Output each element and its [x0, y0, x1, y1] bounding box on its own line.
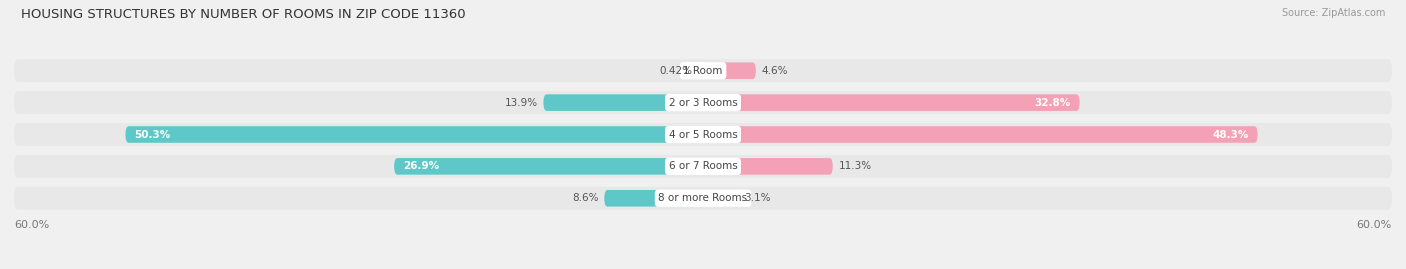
Text: 26.9%: 26.9% [404, 161, 440, 171]
Text: 48.3%: 48.3% [1212, 129, 1249, 140]
FancyBboxPatch shape [703, 62, 756, 79]
FancyBboxPatch shape [14, 59, 1392, 82]
Text: 50.3%: 50.3% [135, 129, 172, 140]
Text: 11.3%: 11.3% [838, 161, 872, 171]
Text: Source: ZipAtlas.com: Source: ZipAtlas.com [1281, 8, 1385, 18]
FancyBboxPatch shape [14, 91, 1392, 114]
Text: 13.9%: 13.9% [505, 98, 537, 108]
Text: 32.8%: 32.8% [1035, 98, 1070, 108]
Text: 2 or 3 Rooms: 2 or 3 Rooms [669, 98, 737, 108]
FancyBboxPatch shape [14, 123, 1392, 146]
Text: 8 or more Rooms: 8 or more Rooms [658, 193, 748, 203]
Text: 4.6%: 4.6% [762, 66, 787, 76]
Text: HOUSING STRUCTURES BY NUMBER OF ROOMS IN ZIP CODE 11360: HOUSING STRUCTURES BY NUMBER OF ROOMS IN… [21, 8, 465, 21]
Text: 4 or 5 Rooms: 4 or 5 Rooms [669, 129, 737, 140]
FancyBboxPatch shape [703, 126, 1257, 143]
FancyBboxPatch shape [394, 158, 703, 175]
Text: 6 or 7 Rooms: 6 or 7 Rooms [669, 161, 737, 171]
Text: 60.0%: 60.0% [1357, 220, 1392, 230]
FancyBboxPatch shape [703, 158, 832, 175]
Text: 1 Room: 1 Room [683, 66, 723, 76]
FancyBboxPatch shape [14, 155, 1392, 178]
Text: 60.0%: 60.0% [14, 220, 49, 230]
FancyBboxPatch shape [703, 94, 1080, 111]
Text: 0.42%: 0.42% [659, 66, 692, 76]
Text: 3.1%: 3.1% [744, 193, 770, 203]
Text: 8.6%: 8.6% [572, 193, 599, 203]
FancyBboxPatch shape [543, 94, 703, 111]
FancyBboxPatch shape [605, 190, 703, 207]
FancyBboxPatch shape [703, 190, 738, 207]
FancyBboxPatch shape [14, 187, 1392, 210]
FancyBboxPatch shape [699, 62, 703, 79]
FancyBboxPatch shape [125, 126, 703, 143]
